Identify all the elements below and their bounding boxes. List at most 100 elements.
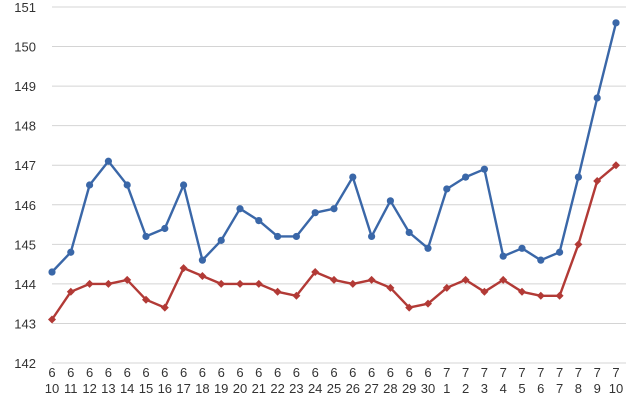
x-tick-day: 7 xyxy=(556,381,563,396)
data-point xyxy=(85,279,94,288)
x-tick-day: 5 xyxy=(518,381,525,396)
data-point xyxy=(405,303,414,312)
data-point xyxy=(574,173,583,181)
x-tick-month: 7 xyxy=(481,365,488,380)
x-tick-day: 1 xyxy=(443,381,450,396)
x-tick-month: 7 xyxy=(612,365,619,380)
x-axis-tick-labels: 6106116126136146156166176186196206216226… xyxy=(45,365,623,396)
x-tick-day: 18 xyxy=(195,381,209,396)
x-tick-day: 28 xyxy=(383,381,397,396)
data-point xyxy=(593,94,601,102)
x-tick-month: 6 xyxy=(161,365,168,380)
data-point xyxy=(198,271,207,280)
data-point xyxy=(48,315,56,324)
x-tick-day: 2 xyxy=(462,381,469,396)
x-tick-month: 6 xyxy=(67,365,74,380)
series-line xyxy=(51,22,618,273)
data-point xyxy=(405,228,413,237)
data-point xyxy=(273,287,282,296)
data-point xyxy=(574,240,583,249)
x-tick-month: 6 xyxy=(406,365,413,380)
data-point xyxy=(442,283,451,292)
x-tick-day: 13 xyxy=(101,381,115,396)
x-tick-day: 10 xyxy=(45,381,59,396)
data-point xyxy=(160,303,169,312)
x-tick-day: 24 xyxy=(308,381,322,396)
x-tick-month: 6 xyxy=(312,365,319,380)
data-point xyxy=(86,181,94,189)
x-tick-month: 6 xyxy=(424,365,431,380)
x-tick-month: 6 xyxy=(105,365,112,380)
data-point xyxy=(349,173,357,181)
data-point xyxy=(518,287,526,296)
y-tick-label: 147 xyxy=(14,158,36,173)
data-point xyxy=(123,181,131,189)
x-tick-month: 6 xyxy=(199,365,206,380)
data-point xyxy=(161,224,169,233)
data-point xyxy=(443,185,451,193)
gridlines xyxy=(52,6,626,364)
x-tick-day: 6 xyxy=(537,381,544,396)
x-tick-day: 11 xyxy=(64,381,78,396)
x-tick-month: 6 xyxy=(330,365,337,380)
data-point xyxy=(330,275,338,284)
data-point xyxy=(386,283,395,292)
x-tick-day: 15 xyxy=(139,381,153,396)
y-tick-label: 146 xyxy=(14,198,36,213)
data-point xyxy=(311,268,320,277)
x-tick-day: 27 xyxy=(364,381,378,396)
x-tick-day: 20 xyxy=(233,381,247,396)
x-tick-month: 6 xyxy=(293,365,300,380)
data-point xyxy=(555,291,564,300)
x-tick-day: 30 xyxy=(421,381,435,396)
y-tick-label: 150 xyxy=(14,40,36,55)
data-point xyxy=(537,256,545,264)
data-point xyxy=(104,279,113,288)
x-tick-month: 6 xyxy=(142,365,149,380)
data-point xyxy=(424,299,432,308)
x-tick-month: 6 xyxy=(255,365,262,380)
data-point xyxy=(612,161,620,170)
y-tick-label: 142 xyxy=(14,356,36,371)
x-tick-month: 6 xyxy=(218,365,225,380)
data-point xyxy=(499,275,508,284)
x-tick-day: 9 xyxy=(594,381,601,396)
series-line xyxy=(51,164,617,321)
x-tick-month: 6 xyxy=(124,365,131,380)
y-axis-tick-labels: 142 143 144 145 146 147 148 149 150 151 xyxy=(14,0,36,371)
x-tick-day: 17 xyxy=(176,381,190,396)
x-tick-day: 23 xyxy=(289,381,303,396)
data-point xyxy=(142,295,150,304)
x-tick-day: 26 xyxy=(346,381,360,396)
data-point xyxy=(255,217,263,225)
x-tick-month: 7 xyxy=(462,365,469,380)
data-point xyxy=(217,279,226,288)
x-tick-day: 12 xyxy=(82,381,96,396)
x-tick-month: 7 xyxy=(443,365,450,380)
data-point xyxy=(386,197,394,205)
x-tick-day: 16 xyxy=(158,381,172,396)
x-tick-month: 7 xyxy=(594,365,601,380)
data-point xyxy=(348,279,357,288)
data-point xyxy=(179,264,188,273)
data-point xyxy=(367,275,376,284)
data-point xyxy=(536,291,545,300)
y-tick-label: 145 xyxy=(14,237,36,252)
data-point xyxy=(330,205,338,213)
data-point xyxy=(142,232,150,241)
data-point xyxy=(461,275,470,284)
y-tick-label: 148 xyxy=(14,119,36,134)
x-tick-month: 6 xyxy=(368,365,375,380)
x-tick-month: 7 xyxy=(500,365,507,380)
data-point xyxy=(217,236,225,244)
x-tick-month: 6 xyxy=(349,365,356,380)
x-tick-month: 6 xyxy=(387,365,394,380)
data-point xyxy=(104,157,112,165)
data-point xyxy=(67,248,75,256)
x-tick-month: 6 xyxy=(180,365,187,380)
data-point xyxy=(368,232,376,241)
x-tick-month: 7 xyxy=(575,365,582,380)
x-tick-month: 6 xyxy=(236,365,243,380)
data-point xyxy=(462,173,470,181)
data-point xyxy=(180,181,188,189)
